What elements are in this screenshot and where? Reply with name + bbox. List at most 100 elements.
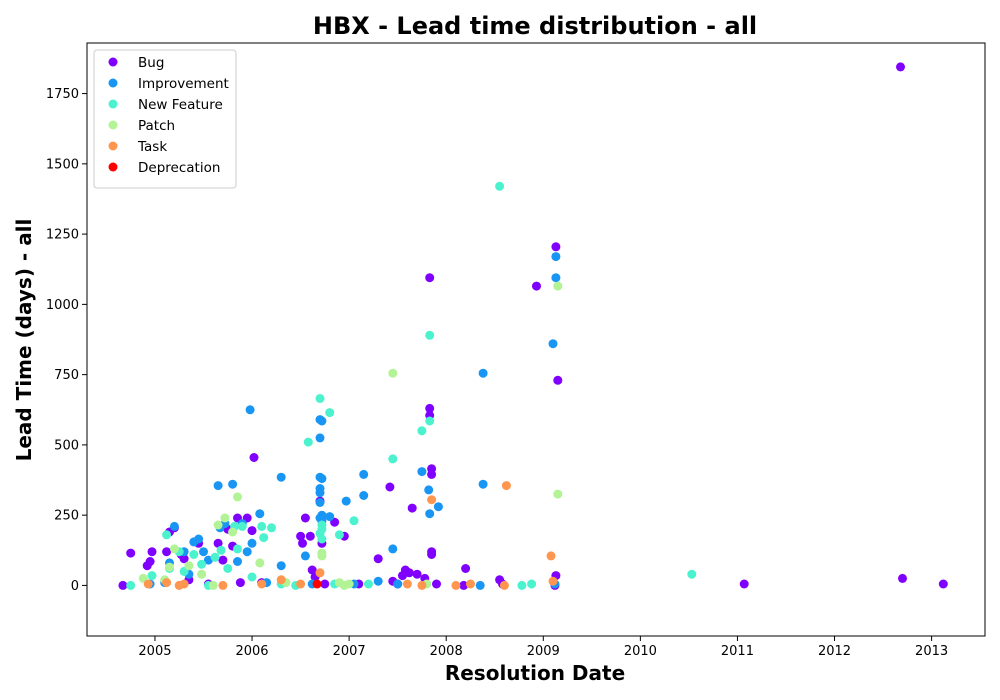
data-point <box>546 551 556 561</box>
data-point <box>320 579 330 589</box>
plot-area: 2005 2006 2007 2008 2009 2010 2011 2012 2013 0 250… <box>46 42 986 659</box>
data-point <box>385 482 395 492</box>
data-point <box>551 252 561 262</box>
data-point <box>315 498 325 507</box>
data-point <box>417 426 427 436</box>
data-point <box>213 481 223 491</box>
data-point <box>417 467 427 477</box>
x-tick-label: 2013 <box>915 644 948 659</box>
data-point <box>259 533 269 543</box>
data-point <box>548 339 558 349</box>
data-point <box>303 437 313 447</box>
x-tick-label: 2010 <box>624 644 657 659</box>
data-point <box>388 454 398 464</box>
legend-marker <box>108 57 118 67</box>
data-point <box>228 479 238 489</box>
x-tick-label: 2005 <box>138 644 171 659</box>
data-point <box>235 578 245 588</box>
data-point <box>359 469 369 479</box>
data-point <box>349 516 359 526</box>
data-point <box>499 580 509 590</box>
data-point <box>478 479 488 489</box>
data-point <box>317 474 327 484</box>
legend-marker <box>108 120 118 130</box>
data-point <box>478 368 488 378</box>
data-point <box>359 491 369 500</box>
x-axis-title: Resolution Date <box>445 661 625 685</box>
x-tick-label: 2012 <box>818 644 851 659</box>
data-point <box>118 580 128 590</box>
legend-box <box>93 49 237 189</box>
data-point <box>317 534 327 544</box>
data-point <box>424 485 434 495</box>
data-point <box>325 512 335 522</box>
data-point <box>898 573 907 583</box>
data-point <box>208 580 218 590</box>
data-point <box>247 538 257 548</box>
data-point <box>126 548 136 558</box>
data-point <box>553 375 563 385</box>
data-point <box>461 564 471 573</box>
data-point <box>257 579 267 589</box>
data-point <box>315 394 325 403</box>
data-point <box>199 547 208 557</box>
data-point <box>189 550 199 559</box>
data-point <box>739 579 749 589</box>
data-point <box>147 571 157 581</box>
data-point <box>315 568 325 578</box>
data-point <box>242 547 252 557</box>
data-point <box>296 579 306 589</box>
data-point <box>551 273 561 283</box>
data-point <box>312 579 322 589</box>
data-point <box>213 538 223 548</box>
data-point <box>162 578 172 588</box>
data-point <box>220 513 230 523</box>
data-point <box>373 576 383 586</box>
legend-label: Task <box>137 139 167 155</box>
data-point <box>388 368 398 378</box>
data-point <box>317 551 327 561</box>
data-point <box>276 575 286 585</box>
x-tick-label: 2011 <box>721 644 754 659</box>
data-point <box>218 555 228 565</box>
x-tick-label: 2008 <box>430 644 463 659</box>
legend-label: Bug <box>138 55 164 71</box>
data-point <box>317 416 327 426</box>
legend-label: Improvement <box>138 76 229 92</box>
data-point <box>393 579 403 589</box>
data-point <box>300 551 310 561</box>
data-point <box>184 561 194 571</box>
legend-label: Patch <box>138 118 175 134</box>
series-improvement <box>145 252 561 590</box>
series-deprecation <box>312 579 322 589</box>
data-point <box>517 580 527 590</box>
data-point <box>459 580 469 590</box>
y-tick-label: 1000 <box>46 298 79 313</box>
data-point <box>179 579 189 589</box>
data-point <box>466 579 475 589</box>
data-point <box>425 509 435 519</box>
series-new-feature <box>126 181 697 590</box>
data-point <box>404 568 414 578</box>
chart-title: HBX - Lead time distribution - all <box>313 12 757 40</box>
data-point <box>247 572 257 582</box>
data-point <box>427 495 437 505</box>
data-point <box>216 545 226 555</box>
legend-marker <box>108 162 118 172</box>
y-tick-label: 1500 <box>46 157 79 172</box>
data-point <box>412 569 422 579</box>
series-task <box>143 481 558 590</box>
data-point <box>179 554 189 564</box>
data-point <box>257 521 267 531</box>
data-point <box>255 509 265 519</box>
data-point <box>249 453 259 462</box>
data-point <box>433 502 443 512</box>
data-point <box>427 469 437 479</box>
data-point <box>425 403 435 413</box>
data-point <box>147 547 157 557</box>
data-point <box>145 557 155 566</box>
legend-marker <box>108 141 118 151</box>
data-point <box>298 538 307 548</box>
data-point <box>276 472 286 482</box>
data-point <box>223 564 233 573</box>
